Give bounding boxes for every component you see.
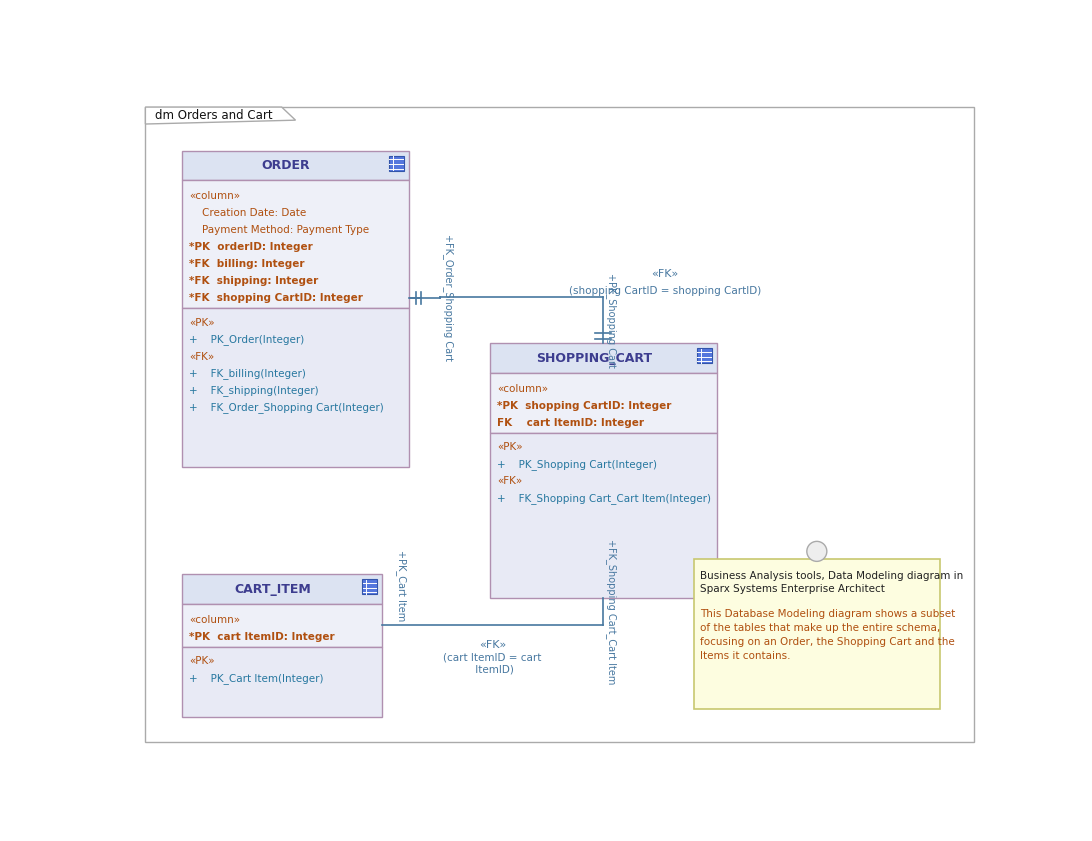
Text: +    FK_Shopping Cart_Cart Item(Integer): + FK_Shopping Cart_Cart Item(Integer) (497, 493, 711, 504)
FancyBboxPatch shape (181, 604, 382, 647)
Text: FK    cart ItemID: Integer: FK cart ItemID: Integer (497, 418, 644, 428)
Text: «FK»: «FK» (651, 269, 678, 279)
Text: +    PK_Shopping Cart(Integer): + PK_Shopping Cart(Integer) (497, 459, 657, 470)
FancyBboxPatch shape (361, 579, 377, 595)
Text: «PK»: «PK» (189, 318, 215, 328)
Text: Creation Date: Date: Creation Date: Date (189, 209, 307, 219)
Text: +    PK_Cart Item(Integer): + PK_Cart Item(Integer) (189, 673, 324, 684)
Text: *PK  cart ItemID: Integer: *PK cart ItemID: Integer (189, 632, 335, 642)
FancyBboxPatch shape (181, 180, 408, 308)
Text: Business Analysis tools, Data Modeling diagram in
Sparx Systems Enterprise Archi: Business Analysis tools, Data Modeling d… (700, 571, 963, 594)
FancyBboxPatch shape (181, 151, 408, 180)
Text: +PK_Cart Item: +PK_Cart Item (395, 550, 406, 621)
Text: dm Orders and Cart: dm Orders and Cart (155, 109, 272, 122)
FancyBboxPatch shape (181, 574, 382, 604)
Polygon shape (145, 107, 296, 124)
FancyBboxPatch shape (145, 107, 974, 743)
Text: *PK  orderID: Integer: *PK orderID: Integer (189, 242, 313, 252)
Text: +FK_Order_Shopping Cart: +FK_Order_Shopping Cart (442, 234, 453, 361)
FancyBboxPatch shape (181, 647, 382, 717)
Text: CART_ITEM: CART_ITEM (234, 583, 311, 595)
Text: +    FK_billing(Integer): + FK_billing(Integer) (189, 368, 306, 379)
Text: +FK_Shopping Cart_Cart Item: +FK_Shopping Cart_Cart Item (606, 539, 617, 684)
Text: This Database Modeling diagram shows a subset
of the tables that make up the ent: This Database Modeling diagram shows a s… (700, 609, 956, 661)
Text: (shopping CartID = shopping CartID): (shopping CartID = shopping CartID) (569, 286, 761, 296)
FancyBboxPatch shape (489, 343, 716, 373)
FancyBboxPatch shape (489, 373, 716, 433)
Text: *FK  shipping: Integer: *FK shipping: Integer (189, 276, 319, 286)
Text: *PK  shopping CartID: Integer: *PK shopping CartID: Integer (497, 401, 672, 411)
Text: «column»: «column» (189, 192, 240, 201)
Text: ORDER: ORDER (262, 159, 310, 172)
Text: Payment Method: Payment Type: Payment Method: Payment Type (189, 225, 369, 235)
Text: «FK»: «FK» (497, 476, 523, 486)
FancyBboxPatch shape (693, 559, 940, 709)
Text: SHOPPING_CART: SHOPPING_CART (536, 352, 652, 365)
Text: +    FK_Order_Shopping Cart(Integer): + FK_Order_Shopping Cart(Integer) (189, 402, 384, 413)
Text: +    PK_Order(Integer): + PK_Order(Integer) (189, 334, 305, 345)
Text: «PK»: «PK» (189, 657, 215, 666)
FancyBboxPatch shape (389, 156, 404, 171)
Text: *FK  billing: Integer: *FK billing: Integer (189, 259, 305, 269)
Text: «PK»: «PK» (497, 442, 523, 452)
FancyBboxPatch shape (181, 308, 408, 467)
FancyBboxPatch shape (489, 433, 716, 598)
Text: «column»: «column» (497, 383, 548, 394)
Text: +PK_Shopping Cart: +PK_Shopping Cart (606, 273, 617, 368)
Text: «column»: «column» (189, 615, 240, 625)
FancyBboxPatch shape (697, 348, 712, 363)
Text: (cart ItemID = cart
 ItemID): (cart ItemID = cart ItemID) (443, 653, 542, 674)
Text: *FK  shopping CartID: Integer: *FK shopping CartID: Integer (189, 293, 364, 303)
Text: «FK»: «FK» (189, 352, 214, 362)
Circle shape (807, 542, 827, 562)
Text: «FK»: «FK» (479, 639, 506, 649)
Text: +    FK_shipping(Integer): + FK_shipping(Integer) (189, 385, 319, 396)
